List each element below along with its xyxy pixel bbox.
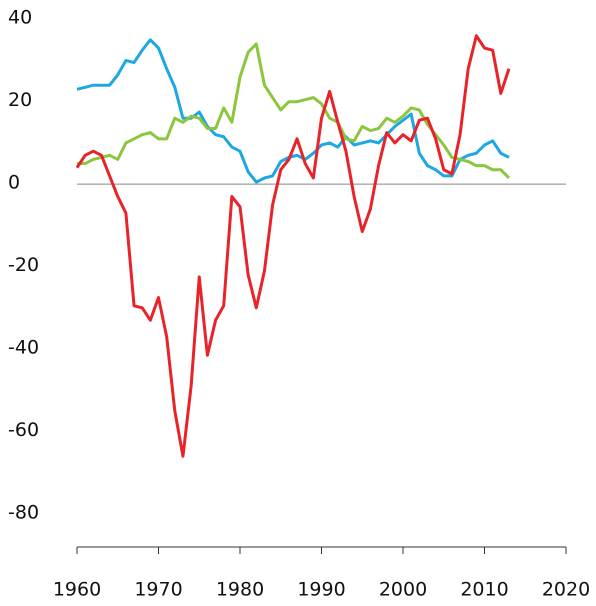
series-line [76,38,510,184]
x-tick-label: 1990 [297,579,345,601]
x-tick-label: 1970 [134,579,182,601]
x-tick-label: 1980 [216,579,264,601]
y-tick-label: 0 [8,172,20,194]
series-line [75,34,511,458]
series-line [77,42,511,180]
x-tick-label: 2020 [542,579,590,601]
x-tick-label: 2000 [379,579,427,601]
y-tick-label: -20 [8,254,39,276]
y-tick-label: 40 [8,7,32,29]
y-tick-label: -60 [8,419,39,441]
x-tick-label: 1960 [53,579,101,601]
y-tick-label: -40 [8,337,39,359]
y-tick-label: 20 [8,89,32,111]
x-tick-label: 2010 [460,579,508,601]
y-tick-label: -80 [8,502,39,524]
